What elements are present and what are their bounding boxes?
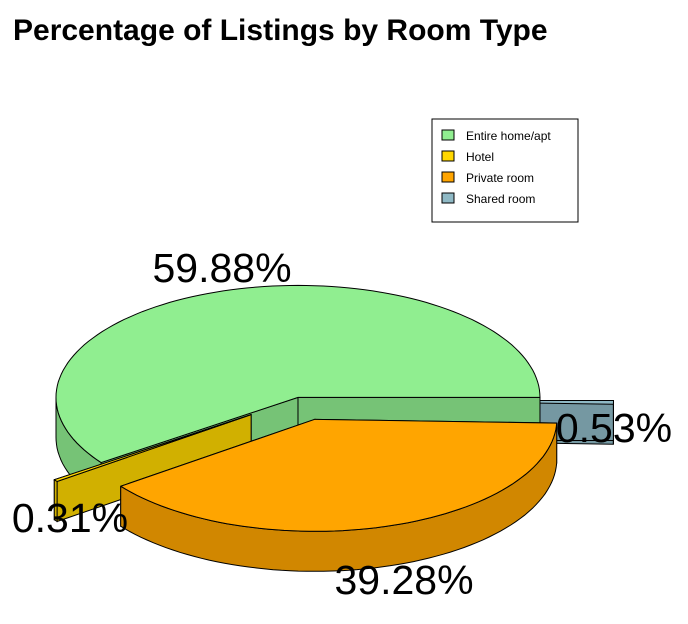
pie-slices xyxy=(53,284,615,572)
legend-label-shared-room: Shared room xyxy=(466,192,535,206)
slice-labels: 59.88% 0.31% 39.28% 0.53% xyxy=(12,245,672,603)
slice-top-hotel xyxy=(53,414,252,483)
slice-hotel xyxy=(53,413,252,523)
slice-top-entire-home-apt xyxy=(55,284,541,464)
legend-label-private-room: Private room xyxy=(466,171,534,185)
legend-item-entire-home-apt: Entire home/apt xyxy=(441,129,551,143)
legend-label-hotel: Hotel xyxy=(466,150,494,164)
slice-top-private-room xyxy=(120,418,558,532)
slice-label-private-room: 39.28% xyxy=(334,557,473,603)
legend-label-entire-home-apt: Entire home/apt xyxy=(466,129,551,143)
slice-label-shared-room: 0.53% xyxy=(556,405,672,451)
legend-box xyxy=(431,118,579,223)
slice-label-hotel: 0.31% xyxy=(12,495,128,541)
legend-swatch-private-room xyxy=(441,171,455,183)
legend-item-private-room: Private room xyxy=(441,171,534,185)
legend: Entire home/apt Hotel Private room Shared r… xyxy=(431,118,579,223)
legend-swatch-shared-room xyxy=(441,192,455,204)
slice-label-entire-home-apt: 59.88% xyxy=(152,245,291,291)
chart-title: Percentage of Listings by Room Type xyxy=(13,14,548,47)
legend-swatch-entire-home-apt xyxy=(441,129,455,141)
slice-private-room xyxy=(120,418,558,572)
legend-item-hotel: Hotel xyxy=(441,150,494,164)
legend-item-shared-room: Shared room xyxy=(441,192,535,206)
legend-swatch-hotel xyxy=(441,150,455,162)
